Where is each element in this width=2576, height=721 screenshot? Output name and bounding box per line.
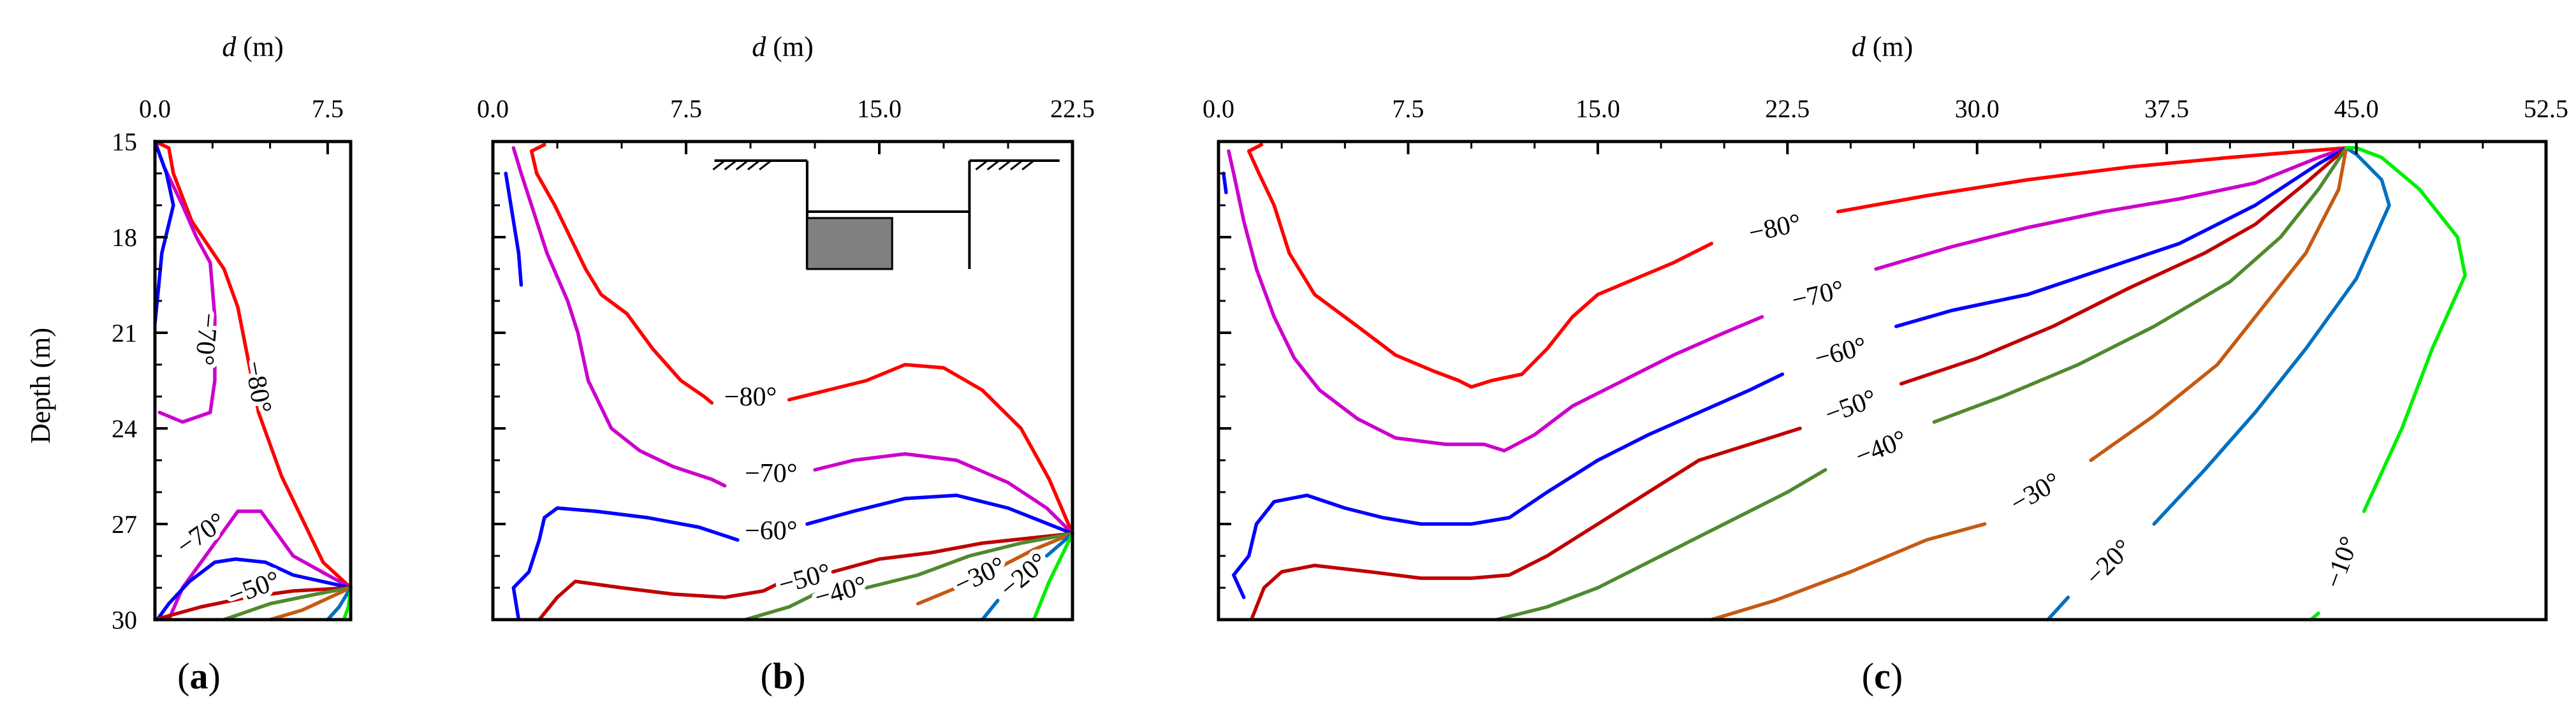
contour-label-a-0: −80°: [239, 359, 277, 416]
y-tick-label-5: 30: [112, 606, 137, 634]
x-axis-title-unit: (m): [766, 31, 814, 62]
x-tick-label-b-3: 22.5: [1050, 94, 1095, 123]
contour-line-a-1: [153, 140, 217, 424]
x-tick-label-b-0: 0.0: [477, 94, 509, 123]
panel-tag-c: (c): [1862, 655, 1903, 697]
contour-line-c-14: [2152, 146, 2391, 526]
x-axis-title-var: d: [1852, 31, 1866, 62]
contour-line-b-14: [1044, 532, 1074, 558]
panel-tag-a: (a): [177, 655, 221, 697]
contour-line-c-13: [2046, 595, 2070, 622]
panel-b: 0.0 7.5 15.0 22.5d (m)−80°−70°−60°−50°−40° −…: [477, 31, 1095, 697]
y-tick-label-2: 21: [112, 319, 137, 347]
contour-line-b-0: [529, 143, 714, 405]
plot-frame-c: [1217, 140, 2548, 622]
contour-label-c-0: −80°: [1746, 208, 1804, 248]
contour-label-a-1: −70°: [189, 312, 223, 367]
panels: 0.0 7.5 15 18 21 24 27 30 d (m) −80° −70° −70° −50° (…: [112, 31, 2568, 697]
contour-line-a-4: [155, 557, 353, 622]
x-tick-label-c-2: 15.0: [1576, 94, 1620, 123]
contour-line-b-3: [813, 452, 1074, 535]
contour-line-a-0: [153, 140, 353, 590]
contour-line-a-3: [166, 509, 353, 622]
x-tick-label-a-1: 7.5: [312, 94, 344, 123]
contour-line-c-9: [1495, 468, 1827, 622]
x-tick-label-c-5: 37.5: [2144, 94, 2189, 123]
x-axis-title-c: d (m): [1852, 31, 1914, 62]
y-tick-label-4: 27: [112, 510, 137, 539]
contour-label-c-6: −20°: [2080, 534, 2138, 592]
contour-label-c-2: −60°: [1811, 331, 1870, 374]
x-tick-label-a-0: 0.0: [139, 94, 171, 123]
y-tick-label-0: 15: [112, 127, 137, 156]
x-tick-label-c-0: 0.0: [1203, 94, 1234, 123]
x-tick-label-b-2: 15.0: [857, 94, 902, 123]
contour-label-c-3: −50°: [1821, 384, 1880, 429]
contour-line-a-8: [326, 586, 353, 622]
contour-line-b-10: [865, 532, 1074, 590]
contour-line-b-4: [504, 171, 523, 287]
contour-line-b-5: [511, 506, 740, 622]
contour-label-a-2: −70°: [172, 507, 231, 561]
contour-line-b-1: [787, 363, 1074, 535]
y-axis-title: Depth (m): [25, 328, 56, 444]
contour-line-a-2: [153, 140, 175, 325]
x-axis-title-b: d (m): [752, 31, 814, 62]
contour-line-c-1: [1836, 146, 2348, 214]
x-tick-label-c-7: 52.5: [2524, 94, 2568, 123]
contour-line-c-5: [1232, 372, 1785, 599]
y-tick-label-3: 24: [112, 414, 137, 443]
x-tick-label-c-1: 7.5: [1392, 94, 1424, 123]
contour-line-b-12: [1001, 532, 1074, 567]
contour-line-c-6: [1894, 146, 2348, 328]
plot-frame-b: [491, 140, 1074, 622]
x-tick-label-c-3: 22.5: [1765, 94, 1810, 123]
x-axis-title-a: d (m): [222, 31, 284, 62]
contour-label-c-4: −40°: [1852, 425, 1912, 472]
contour-label-b-0: −80°: [724, 382, 777, 412]
contour-line-b-15: [1032, 532, 1074, 622]
contour-line-a-5: [153, 586, 353, 622]
x-axis-title-unit: (m): [236, 31, 284, 62]
contour-line-b-11: [916, 586, 958, 606]
x-axis-title-var: d: [222, 31, 237, 62]
contour-line-c-12: [2089, 146, 2348, 462]
x-tick-label-b-1: 7.5: [670, 94, 702, 123]
contour-label-b-1: −70°: [745, 459, 797, 488]
contour-line-a-6: [222, 586, 353, 622]
contour-line-b-2: [511, 146, 727, 488]
plot-frame-a: [153, 140, 353, 622]
panel-tag-b: (b): [761, 655, 806, 697]
y-tick-label-1: 18: [112, 223, 137, 252]
x-tick-label-c-4: 30.0: [1955, 94, 2000, 123]
contour-line-b-9: [743, 592, 817, 622]
contour-line-c-16: [2344, 146, 2467, 513]
x-axis-title-unit: (m): [1866, 31, 1914, 62]
y-axis-title-group: Depth (m): [25, 328, 56, 444]
contour-line-a-7: [268, 586, 353, 622]
contour-line-c-11: [1709, 522, 1987, 622]
contour-line-c-2: [1227, 149, 1764, 453]
contour-line-c-8: [1899, 146, 2348, 386]
contour-label-c-1: −70°: [1789, 275, 1847, 315]
contour-line-b-8: [831, 532, 1074, 574]
contour-line-b-13: [980, 599, 1000, 622]
panel-c: 0.0 7.5 15.0 22.5 30.0 37.5 45.0 52.5 d (m) −80° −…: [1203, 31, 2568, 697]
contour-line-b-7: [537, 579, 779, 622]
contour-label-b-2: −60°: [745, 516, 797, 546]
contour-line-c-3: [1874, 146, 2348, 271]
contour-label-c-7: −10°: [2319, 533, 2364, 592]
x-axis-title-var: d: [752, 31, 766, 62]
contour-line-c-4: [1222, 171, 1228, 194]
contour-line-c-7: [1249, 426, 1802, 622]
contour-line-c-10: [1932, 146, 2348, 424]
excavation-sketch: [712, 159, 1060, 270]
contour-line-c-0: [1247, 143, 1714, 389]
x-tick-label-c-6: 45.0: [2334, 94, 2379, 123]
contour-line-b-6: [805, 493, 1074, 535]
contour-label-c-5: −30°: [2005, 467, 2065, 518]
